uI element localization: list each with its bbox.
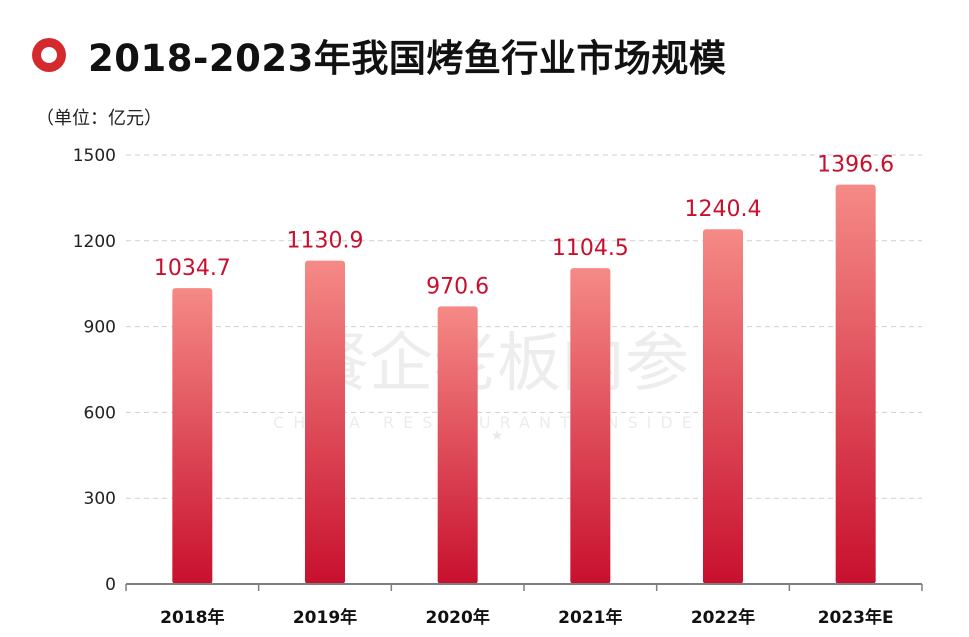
chart-title: 2018-2023年我国烤鱼行业市场规模 — [88, 37, 727, 80]
bar-value-label: 1034.7 — [154, 256, 231, 281]
bar-value-label: 970.6 — [426, 274, 489, 299]
y-tick-label: 1200 — [73, 232, 116, 252]
chart-header: 2018-2023年我国烤鱼行业市场规模 — [32, 30, 726, 80]
y-tick-label: 1500 — [73, 146, 116, 166]
bar — [305, 260, 345, 584]
y-tick-label: 0 — [105, 575, 116, 595]
x-tick-label: 2023年E — [818, 607, 894, 628]
watermark-main: 餐企老板内参 — [305, 327, 689, 401]
x-tick-label: 2019年 — [293, 607, 357, 628]
unit-label: （单位：亿元） — [36, 108, 162, 129]
record-circle-icon — [32, 38, 66, 72]
y-tick-label: 900 — [84, 318, 116, 338]
x-tick-label: 2018年 — [160, 607, 224, 628]
bar — [172, 288, 213, 584]
bar-value-label: 1104.5 — [552, 236, 629, 261]
x-tick-label: 2022年 — [691, 607, 755, 628]
bar — [570, 268, 611, 584]
y-tick-label: 300 — [84, 489, 116, 509]
bar — [437, 306, 478, 584]
y-tick-label: 600 — [84, 403, 116, 423]
bar-value-label: 1130.9 — [287, 229, 364, 254]
x-tick-label: 2020年 — [426, 607, 490, 628]
x-tick-label: 2021年 — [558, 607, 622, 628]
bar-value-label: 1396.6 — [817, 153, 894, 178]
bar-value-label: 1240.4 — [685, 197, 762, 222]
bar — [703, 229, 743, 584]
bar — [835, 184, 876, 585]
watermark-star-icon: ★ — [491, 428, 504, 444]
